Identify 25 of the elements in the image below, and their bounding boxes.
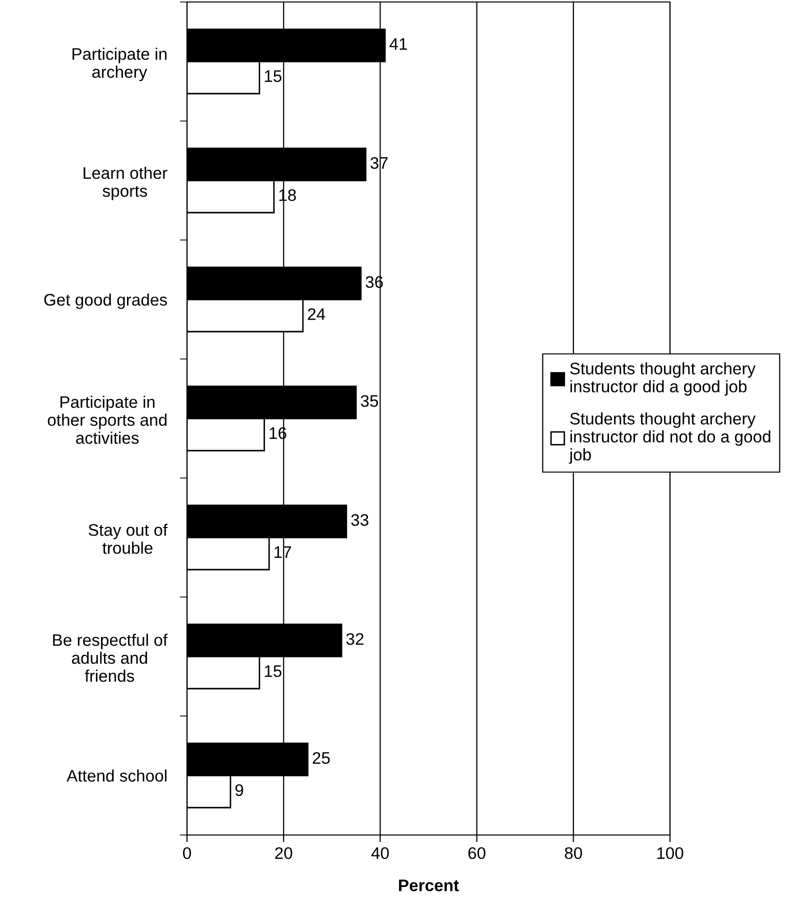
data-label: 32 <box>346 633 364 645</box>
x-tick-label: 80 <box>564 847 582 860</box>
x-tick-label: 40 <box>371 847 389 860</box>
data-label: 9 <box>235 784 244 796</box>
data-label: 33 <box>351 514 368 526</box>
data-label: 24 <box>308 308 326 320</box>
x-axis-title: Percent <box>399 880 459 892</box>
x-tick-label: 0 <box>183 847 191 860</box>
data-label: 15 <box>264 665 282 678</box>
data-label: 41 <box>390 38 407 50</box>
data-label: 25 <box>312 752 330 764</box>
x-tick-label: 60 <box>468 847 486 860</box>
y-tick-label: Participate in archery <box>72 48 166 82</box>
y-tick-label: Be respectful of adults and friends <box>53 634 168 682</box>
y-tick-label: Learn other sports <box>84 166 168 200</box>
legend-label: Students thought archery instructor did not do a good job <box>568 412 770 464</box>
data-label: 15 <box>264 70 282 82</box>
x-tick-label: 20 <box>275 847 292 860</box>
x-tick-label: 100 <box>657 847 684 860</box>
y-tick-label: Attend school <box>66 769 166 782</box>
y-tick-label: Participate in other sports and activities <box>48 396 166 444</box>
y-tick-label: Get good grades <box>44 293 167 309</box>
data-label: 35 <box>360 395 378 407</box>
y-tick-label: Stay out of trouble <box>88 524 168 554</box>
legend-label: Students thought archery instructor did a good job <box>570 362 756 396</box>
